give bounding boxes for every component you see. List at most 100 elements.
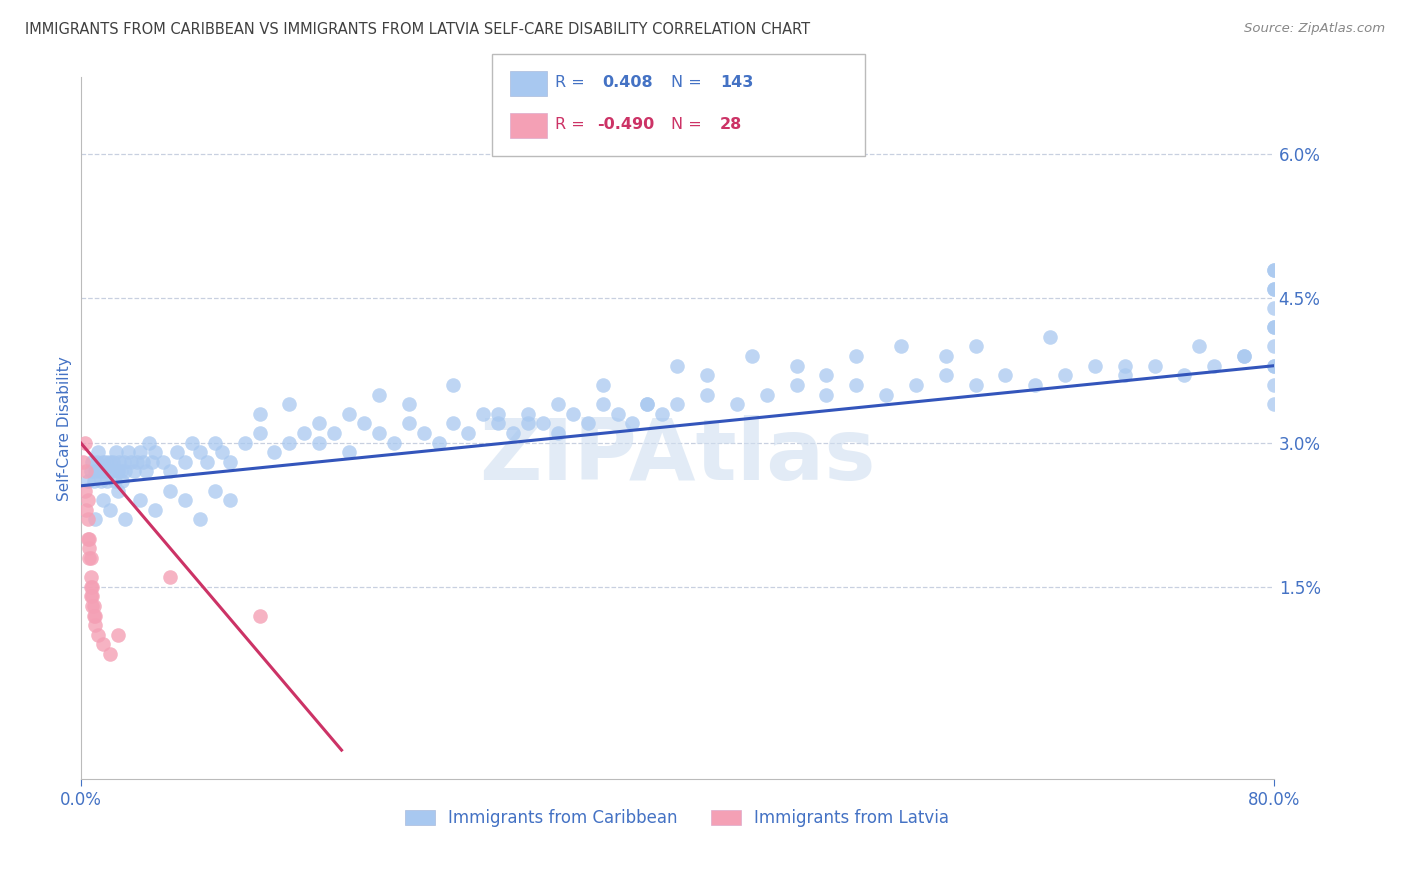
Point — [576, 417, 599, 431]
Point — [135, 464, 157, 478]
Point — [77, 493, 100, 508]
Point — [696, 387, 718, 401]
Point — [367, 387, 389, 401]
Point — [218, 455, 240, 469]
Point — [91, 637, 114, 651]
Point — [117, 445, 139, 459]
Point — [472, 407, 495, 421]
Point — [1263, 262, 1285, 277]
Point — [87, 445, 110, 459]
Point — [666, 359, 689, 373]
Point — [606, 407, 628, 421]
Point — [337, 407, 360, 421]
Point — [621, 417, 644, 431]
Point — [427, 435, 450, 450]
Point — [80, 590, 103, 604]
Point — [108, 455, 131, 469]
Point — [98, 503, 121, 517]
Point — [1263, 301, 1285, 315]
Text: 0.408: 0.408 — [602, 76, 652, 90]
Point — [73, 435, 96, 450]
Point — [561, 407, 583, 421]
Point — [249, 425, 271, 440]
Point — [174, 493, 197, 508]
Point — [441, 378, 464, 392]
Point — [89, 464, 111, 478]
Point — [90, 474, 112, 488]
Point — [77, 474, 100, 488]
Point — [965, 378, 987, 392]
Point — [457, 425, 479, 440]
Point — [1263, 339, 1285, 353]
Text: IMMIGRANTS FROM CARIBBEAN VS IMMIGRANTS FROM LATVIA SELF-CARE DISABILITY CORRELA: IMMIGRANTS FROM CARIBBEAN VS IMMIGRANTS … — [25, 22, 810, 37]
Text: 143: 143 — [720, 76, 754, 90]
Point — [132, 455, 155, 469]
Point — [166, 445, 188, 459]
Point — [114, 512, 136, 526]
Text: R =: R = — [555, 118, 591, 132]
Point — [122, 464, 145, 478]
Point — [120, 455, 142, 469]
Point — [195, 455, 218, 469]
Point — [1204, 359, 1226, 373]
Point — [1263, 359, 1285, 373]
Point — [845, 378, 868, 392]
Point — [80, 580, 103, 594]
Point — [80, 550, 103, 565]
Point — [502, 425, 524, 440]
Point — [143, 445, 166, 459]
Point — [1114, 359, 1136, 373]
Point — [1263, 320, 1285, 334]
Point — [337, 445, 360, 459]
Point — [815, 368, 838, 383]
Point — [77, 532, 100, 546]
Point — [211, 445, 233, 459]
Point — [353, 417, 375, 431]
Point — [875, 387, 897, 401]
Point — [696, 368, 718, 383]
Point — [107, 628, 129, 642]
Text: N =: N = — [671, 76, 707, 90]
Legend: Immigrants from Caribbean, Immigrants from Latvia: Immigrants from Caribbean, Immigrants fr… — [398, 803, 956, 834]
Point — [398, 397, 420, 411]
Point — [382, 435, 405, 450]
Point — [96, 474, 118, 488]
Point — [1263, 378, 1285, 392]
Point — [129, 445, 152, 459]
Point — [98, 647, 121, 661]
Point — [1263, 282, 1285, 296]
Point — [204, 435, 226, 450]
Point — [159, 483, 181, 498]
Point — [159, 464, 181, 478]
Point — [1188, 339, 1211, 353]
Point — [1143, 359, 1166, 373]
Point — [127, 455, 149, 469]
Point — [278, 397, 301, 411]
Point — [249, 608, 271, 623]
Point — [786, 359, 808, 373]
Point — [786, 378, 808, 392]
Point — [98, 455, 121, 469]
Point — [367, 425, 389, 440]
Point — [1114, 368, 1136, 383]
Point — [486, 407, 509, 421]
Point — [129, 493, 152, 508]
Point — [636, 397, 658, 411]
Point — [93, 464, 115, 478]
Point — [104, 474, 127, 488]
Point — [1263, 320, 1285, 334]
Point — [233, 435, 256, 450]
Point — [592, 397, 614, 411]
Point — [249, 407, 271, 421]
Point — [82, 590, 104, 604]
Point — [935, 368, 957, 383]
Point — [152, 455, 174, 469]
Point — [1263, 282, 1285, 296]
Point — [1263, 262, 1285, 277]
Point — [204, 483, 226, 498]
Point — [547, 425, 569, 440]
Point — [517, 407, 540, 421]
Point — [97, 464, 120, 478]
Point — [84, 464, 107, 478]
Point — [174, 455, 197, 469]
